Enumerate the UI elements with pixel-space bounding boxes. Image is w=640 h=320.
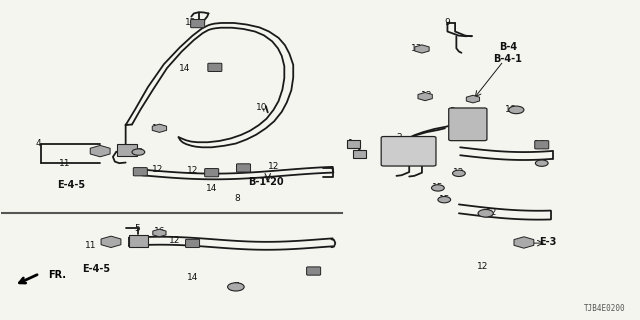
Text: 14: 14 <box>179 63 191 73</box>
FancyBboxPatch shape <box>205 169 219 177</box>
Text: B-4-1: B-4-1 <box>493 54 522 64</box>
Text: 12: 12 <box>308 267 319 276</box>
Text: 16: 16 <box>154 227 165 236</box>
Text: 12: 12 <box>185 19 196 28</box>
Circle shape <box>431 185 444 191</box>
Text: FR.: FR. <box>48 270 66 280</box>
Circle shape <box>132 149 145 155</box>
Text: 1: 1 <box>348 139 353 148</box>
Text: 12: 12 <box>486 208 498 217</box>
Polygon shape <box>415 45 429 53</box>
FancyBboxPatch shape <box>186 239 200 248</box>
Text: 15: 15 <box>438 195 450 204</box>
Polygon shape <box>467 95 479 103</box>
FancyBboxPatch shape <box>449 108 487 141</box>
FancyBboxPatch shape <box>381 137 436 166</box>
Text: 9: 9 <box>445 19 451 28</box>
FancyBboxPatch shape <box>129 235 148 247</box>
Text: B-1-20: B-1-20 <box>248 177 284 187</box>
FancyBboxPatch shape <box>353 150 366 158</box>
Polygon shape <box>152 124 166 132</box>
FancyBboxPatch shape <box>535 141 548 149</box>
FancyBboxPatch shape <box>191 20 205 28</box>
FancyBboxPatch shape <box>307 267 321 275</box>
Circle shape <box>509 106 524 114</box>
Polygon shape <box>90 145 110 157</box>
Text: 3: 3 <box>450 107 456 116</box>
Circle shape <box>536 160 548 166</box>
Text: 14: 14 <box>534 140 545 148</box>
Text: 15: 15 <box>432 183 444 192</box>
Text: 13: 13 <box>411 44 422 53</box>
Circle shape <box>478 210 493 217</box>
FancyBboxPatch shape <box>133 168 147 176</box>
Text: E-4-5: E-4-5 <box>58 180 86 190</box>
Polygon shape <box>153 229 166 237</box>
Text: 12: 12 <box>453 168 465 177</box>
Text: 12: 12 <box>152 165 163 174</box>
Text: E-4-5: E-4-5 <box>82 264 110 275</box>
Text: 4: 4 <box>36 139 41 148</box>
Text: 12: 12 <box>169 236 180 245</box>
Text: 12: 12 <box>187 166 198 175</box>
Text: 13: 13 <box>421 92 433 100</box>
FancyBboxPatch shape <box>208 63 222 71</box>
Text: 10: 10 <box>255 103 267 112</box>
Text: 5: 5 <box>134 224 140 233</box>
Text: 14: 14 <box>206 184 218 193</box>
Text: TJB4E0200: TJB4E0200 <box>584 304 626 313</box>
Circle shape <box>438 196 451 203</box>
Text: 12: 12 <box>477 262 488 271</box>
Text: 12: 12 <box>238 165 249 174</box>
Text: 1: 1 <box>356 149 362 158</box>
Text: 2: 2 <box>397 133 403 142</box>
Text: 7: 7 <box>233 282 239 291</box>
Polygon shape <box>514 237 534 248</box>
Text: 12: 12 <box>268 162 280 171</box>
Text: 11: 11 <box>85 241 97 250</box>
Text: 12: 12 <box>132 148 144 156</box>
Text: 14: 14 <box>187 273 198 282</box>
Polygon shape <box>101 236 121 248</box>
Circle shape <box>228 283 244 291</box>
Text: E-3: E-3 <box>540 237 557 247</box>
Text: 11: 11 <box>60 159 71 168</box>
Text: 16: 16 <box>506 105 517 114</box>
Text: B-4: B-4 <box>499 42 517 52</box>
Text: 8: 8 <box>234 194 240 203</box>
Text: 6: 6 <box>539 159 545 168</box>
Text: 16: 16 <box>152 124 163 133</box>
FancyBboxPatch shape <box>237 164 250 172</box>
Circle shape <box>452 170 465 177</box>
FancyBboxPatch shape <box>116 143 137 156</box>
Polygon shape <box>418 92 432 101</box>
FancyBboxPatch shape <box>348 140 360 148</box>
